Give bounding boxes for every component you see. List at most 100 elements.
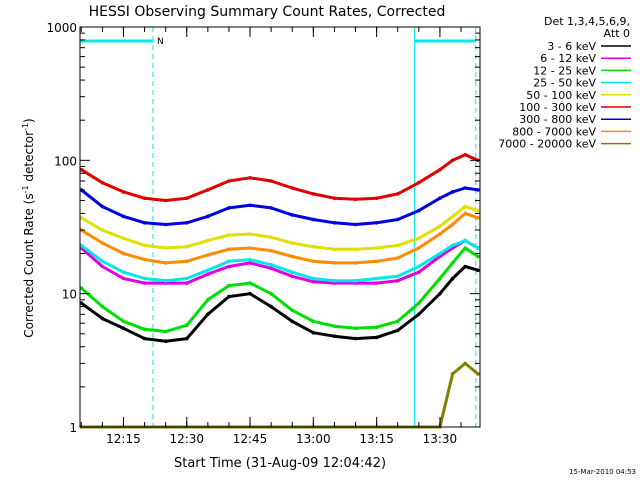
data-point [163,278,168,283]
data-point [206,272,210,277]
data-point [100,241,105,245]
data-point [142,281,147,285]
data-point [353,336,358,341]
data-point [463,186,468,190]
data-point [206,253,210,257]
legend-label: 50 - 100 keV [526,89,596,102]
data-point [142,243,147,248]
data-point [290,308,295,313]
data-point [450,190,455,194]
data-point [121,214,126,219]
data-point [463,204,468,209]
data-point [142,196,147,200]
data-point [142,276,147,281]
timestamp: 15-Mar-2010 04:53 [569,468,636,476]
data-point [311,319,316,324]
data-point [185,196,189,200]
data-point [269,262,273,267]
x-tick-label: 12:15 [106,432,141,446]
data-point [185,244,189,249]
data-point [463,238,468,243]
data-point [269,266,273,271]
data-point [374,276,379,281]
y-tick-label: 10 [62,288,77,302]
series-group [79,153,480,429]
data-point [185,259,189,264]
data-point [227,283,231,288]
data-point [121,319,126,324]
data-point [227,294,231,299]
data-point [206,312,210,317]
data-point [185,323,189,328]
data-point [311,259,316,264]
data-point [438,276,442,281]
data-point [248,261,252,265]
data-point [353,197,358,202]
data-point [450,243,455,248]
data-point [395,217,400,222]
data-point [269,206,273,210]
data-point [374,196,379,200]
legend-label: 12 - 25 keV [533,64,596,77]
data-point [417,180,421,185]
axes: 12:15 12:30 12:45 13:00 13:15 13:30 1 10 100 1000 [46,21,480,446]
legend-label: 3 - 6 keV [547,40,596,53]
data-point [290,319,295,324]
data-point [374,325,379,330]
data-point [353,261,358,265]
data-point [100,259,105,264]
data-point [269,304,273,309]
data-point [417,246,421,250]
data-point [121,326,126,331]
y-axis-label-prefix: Corrected Count Rate (s [22,193,36,337]
data-point [417,312,421,317]
x-axis-label: Start Time (31-Aug-09 12:04:42) [174,456,386,471]
data-point [269,235,273,239]
data-point [463,211,468,216]
data-point [311,279,316,284]
data-point [311,244,316,249]
data-point [290,254,295,259]
data-point [227,264,231,269]
data-point [395,328,400,333]
data-point [311,330,316,335]
data-point [395,192,400,196]
data-point [163,261,168,265]
data-point [163,339,168,344]
legend-label: 800 - 7000 keV [512,125,596,138]
data-point [206,188,210,192]
data-point [248,281,252,285]
data-point [332,221,337,225]
data-point [206,238,210,243]
data-point [476,246,480,250]
data-point [248,257,252,262]
data-point [206,298,210,302]
data-point [100,228,105,232]
data-point [476,208,480,213]
data-point [311,217,316,222]
data-point [290,274,295,279]
data-point [450,261,455,265]
data-point [438,251,442,256]
legend-header-line2: Att 0 [604,27,630,40]
data-point [417,301,421,305]
data-point [185,276,189,281]
data-point [476,372,480,376]
data-point [353,247,358,252]
x-tick-label: 13:15 [359,432,394,446]
data-point [142,327,147,332]
data-point [332,278,337,283]
data-point [311,192,316,196]
data-point [438,196,442,200]
data-point [450,222,455,227]
data-point [438,224,442,229]
data-point [227,259,231,264]
data-point [206,268,210,273]
data-point [395,278,400,283]
y-tick-label: 1 [69,421,77,435]
data-point [463,361,468,366]
y-axis-label-mid: detector [22,131,36,186]
data-point [121,236,126,241]
data-point [417,208,421,213]
